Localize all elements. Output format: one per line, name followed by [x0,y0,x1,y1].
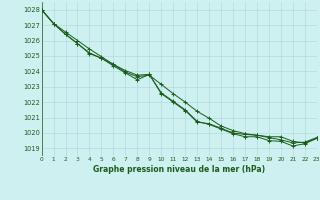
X-axis label: Graphe pression niveau de la mer (hPa): Graphe pression niveau de la mer (hPa) [93,165,265,174]
